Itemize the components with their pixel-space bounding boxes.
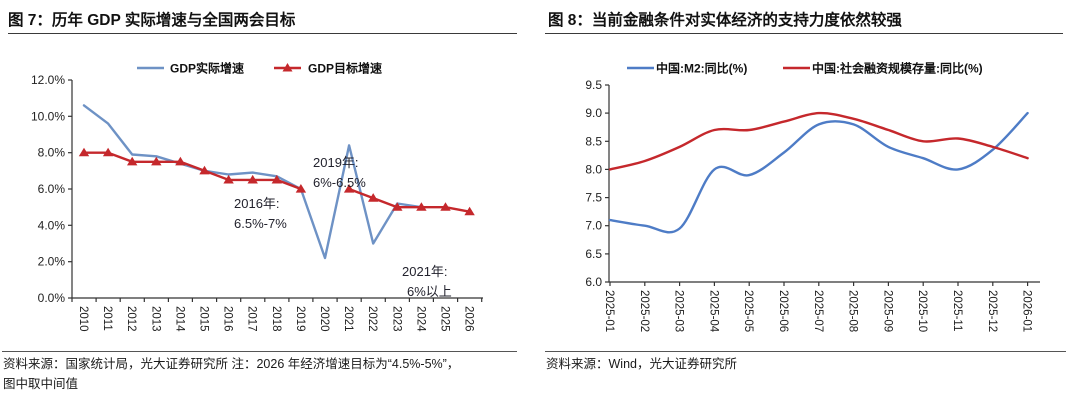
svg-text:2012: 2012 [125, 306, 137, 332]
figure7-source: 资料来源：国家统计局，光大证券研究所 注：2026 年经济增速目标为“4.5%-… [3, 354, 459, 394]
svg-text:2025-05: 2025-05 [742, 290, 754, 332]
svg-text:2026-01: 2026-01 [1021, 290, 1033, 332]
svg-text:GDP实际增速: GDP实际增速 [170, 61, 244, 76]
svg-text:8.0: 8.0 [585, 162, 602, 176]
svg-text:2022: 2022 [366, 306, 378, 332]
figure7-title-underline [8, 33, 517, 34]
svg-text:12.0%: 12.0% [31, 73, 65, 87]
svg-text:2025-06: 2025-06 [777, 290, 789, 332]
svg-text:7.5: 7.5 [585, 191, 602, 205]
svg-text:2025-04: 2025-04 [707, 290, 719, 333]
svg-text:10.0%: 10.0% [31, 109, 65, 123]
svg-text:2021: 2021 [342, 306, 354, 332]
svg-text:2024: 2024 [414, 306, 426, 332]
svg-text:2025-08: 2025-08 [847, 290, 859, 332]
figure7-source-line1: 资料来源：国家统计局，光大证券研究所 注：2026 年经济增速目标为“4.5%-… [3, 357, 460, 371]
figure8-title-underline [545, 33, 1063, 34]
svg-text:8.5: 8.5 [585, 134, 602, 148]
svg-text:2016: 2016 [222, 306, 234, 332]
svg-text:6.5: 6.5 [585, 247, 602, 261]
svg-text:9.5: 9.5 [585, 78, 602, 92]
svg-text:2025-01: 2025-01 [603, 290, 615, 332]
svg-text:6%-6.5%: 6%-6.5% [313, 175, 366, 190]
svg-text:2025-09: 2025-09 [881, 290, 893, 332]
svg-text:2010: 2010 [77, 306, 89, 332]
svg-text:8.0%: 8.0% [38, 146, 66, 160]
svg-text:7.0: 7.0 [585, 219, 602, 233]
svg-text:2021年:: 2021年: [402, 264, 448, 279]
figure7-footer-rule [2, 351, 517, 352]
figure8-source-line1: 资料来源：Wind，光大证券研究所 [546, 357, 737, 371]
svg-text:2025-03: 2025-03 [673, 290, 685, 332]
svg-text:2025-10: 2025-10 [916, 290, 928, 332]
svg-text:2025-07: 2025-07 [812, 290, 824, 332]
svg-text:6%以上: 6%以上 [407, 284, 452, 299]
svg-text:2.0%: 2.0% [38, 255, 66, 269]
svg-text:2025-02: 2025-02 [638, 290, 650, 332]
svg-text:2025-12: 2025-12 [986, 290, 998, 332]
svg-text:2023: 2023 [390, 306, 402, 332]
svg-text:2018: 2018 [270, 306, 282, 332]
svg-text:0.0%: 0.0% [38, 291, 66, 305]
svg-text:2013: 2013 [149, 306, 161, 332]
svg-text:6.5%-7%: 6.5%-7% [234, 216, 287, 231]
svg-text:2019年:: 2019年: [313, 155, 359, 170]
svg-text:2026: 2026 [463, 306, 475, 332]
figure8-footer-rule [545, 351, 1066, 352]
svg-text:9.0: 9.0 [585, 106, 602, 120]
svg-text:2017: 2017 [246, 306, 258, 332]
figure8-source: 资料来源：Wind，光大证券研究所 [546, 354, 737, 374]
svg-text:GDP目标增速: GDP目标增速 [308, 61, 382, 76]
svg-text:2025-11: 2025-11 [951, 290, 963, 331]
svg-text:2020: 2020 [318, 306, 330, 332]
svg-text:2014: 2014 [173, 306, 185, 332]
svg-text:2016年:: 2016年: [234, 196, 280, 211]
svg-text:中国:M2:同比(%): 中国:M2:同比(%) [656, 61, 747, 76]
svg-text:2025: 2025 [439, 306, 451, 332]
svg-text:2011: 2011 [101, 306, 113, 331]
svg-text:2019: 2019 [294, 306, 306, 332]
svg-text:6.0%: 6.0% [38, 182, 66, 196]
figure7-title: 图 7：历年 GDP 实际增速与全国两会目标 [8, 12, 296, 29]
figure8-title: 图 8：当前金融条件对实体经济的支持力度依然较强 [548, 12, 902, 29]
svg-text:6.0: 6.0 [585, 275, 602, 289]
svg-text:2015: 2015 [198, 306, 210, 332]
svg-text:4.0%: 4.0% [38, 218, 66, 232]
gdp-actual-vs-target-chart: 0.0% 2.0% 4.0% 6.0% 8.0% 10.0% 12.0% 2010 2011 20… [31, 61, 483, 332]
figure7-source-line2: 图中取中间值 [3, 377, 79, 391]
m2-social-financing-chart: 6.0 6.5 7.0 7.5 8.0 8.5 9.0 9.5 2025-01 2025-02 20… [585, 61, 1040, 333]
svg-text:中国:社会融资规模存量:同比(%): 中国:社会融资规模存量:同比(%) [812, 61, 983, 76]
